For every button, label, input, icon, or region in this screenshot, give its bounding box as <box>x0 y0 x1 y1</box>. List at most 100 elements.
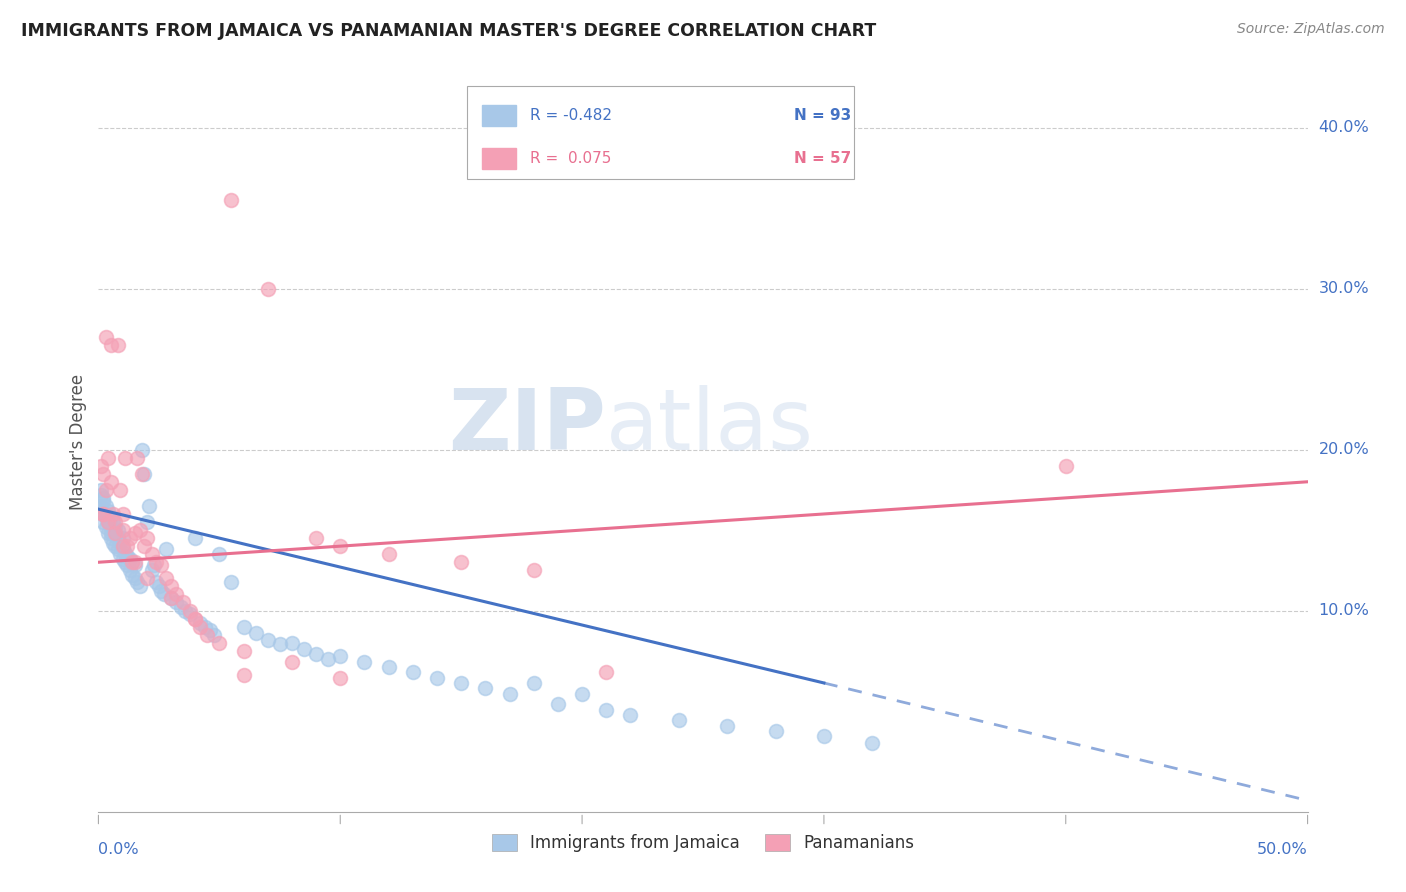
Point <box>813 729 835 743</box>
Point <box>150 584 173 599</box>
Point <box>169 600 191 615</box>
Point <box>97 515 120 529</box>
Point <box>127 574 149 589</box>
Point <box>131 442 153 457</box>
Point <box>547 697 569 711</box>
Point <box>91 507 114 521</box>
Point <box>94 520 117 534</box>
Point <box>91 504 114 518</box>
Point <box>143 558 166 573</box>
Point <box>111 539 134 553</box>
Point <box>104 528 127 542</box>
Text: N = 93: N = 93 <box>793 108 851 123</box>
Point <box>100 520 122 534</box>
Point <box>134 467 156 481</box>
Point <box>232 619 254 633</box>
Point <box>90 458 112 473</box>
Point <box>111 531 134 545</box>
FancyBboxPatch shape <box>467 87 855 178</box>
Text: N = 57: N = 57 <box>793 151 851 166</box>
Point <box>595 703 617 717</box>
Point <box>90 499 112 513</box>
Point <box>194 619 217 633</box>
Point <box>329 539 352 553</box>
Point <box>179 603 201 617</box>
Point <box>107 531 129 545</box>
Point <box>595 665 617 679</box>
Point <box>121 555 143 569</box>
Point <box>269 637 291 651</box>
Point <box>377 547 399 561</box>
Point <box>232 644 254 658</box>
Bar <box>482 148 516 169</box>
Point <box>97 515 120 529</box>
Point <box>104 526 127 541</box>
Text: IMMIGRANTS FROM JAMAICA VS PANAMANIAN MASTER'S DEGREE CORRELATION CHART: IMMIGRANTS FROM JAMAICA VS PANAMANIAN MA… <box>21 22 876 40</box>
Point <box>101 536 124 550</box>
Point <box>97 526 120 541</box>
Point <box>256 282 278 296</box>
Text: atlas: atlas <box>606 385 814 468</box>
Point <box>305 647 328 661</box>
Point <box>208 636 231 650</box>
Text: Source: ZipAtlas.com: Source: ZipAtlas.com <box>1237 22 1385 37</box>
Point <box>426 671 449 685</box>
Point <box>402 665 425 679</box>
Point <box>141 547 163 561</box>
Point <box>195 628 218 642</box>
Point <box>329 648 352 663</box>
Point <box>1054 458 1077 473</box>
Point <box>114 450 136 465</box>
Point <box>141 563 163 577</box>
Point <box>117 558 139 573</box>
Point <box>100 338 122 352</box>
Bar <box>482 105 516 126</box>
Point <box>94 330 117 344</box>
Point <box>152 587 174 601</box>
Point <box>121 568 143 582</box>
Point <box>134 539 156 553</box>
Point <box>101 515 124 529</box>
Point <box>117 549 139 563</box>
Point <box>765 724 787 739</box>
Point <box>138 499 160 513</box>
Point <box>124 571 146 585</box>
Point <box>174 603 197 617</box>
Point <box>316 652 339 666</box>
Y-axis label: Master's Degree: Master's Degree <box>69 374 87 509</box>
Point <box>450 676 472 690</box>
Point <box>117 539 139 553</box>
Text: 10.0%: 10.0% <box>1319 603 1369 618</box>
Point <box>111 552 134 566</box>
Point <box>165 595 187 609</box>
Point <box>523 563 546 577</box>
Point <box>221 193 243 207</box>
Point <box>221 574 243 589</box>
Point <box>155 571 177 585</box>
Point <box>523 676 546 690</box>
Point <box>108 547 131 561</box>
Point <box>198 623 221 637</box>
Point <box>148 579 170 593</box>
Point <box>91 507 114 521</box>
Point <box>114 555 136 569</box>
Point <box>91 515 114 529</box>
Point <box>107 542 129 557</box>
Point <box>256 632 278 647</box>
Point <box>208 547 231 561</box>
Point <box>128 579 150 593</box>
Point <box>124 555 146 569</box>
Point <box>619 708 641 723</box>
Point <box>188 619 211 633</box>
Point <box>165 587 187 601</box>
Point <box>104 539 127 553</box>
Point <box>571 687 593 701</box>
Point <box>124 526 146 541</box>
Legend: Immigrants from Jamaica, Panamanians: Immigrants from Jamaica, Panamanians <box>485 828 921 859</box>
Point <box>860 735 883 749</box>
Point <box>118 552 141 566</box>
Point <box>131 467 153 481</box>
Point <box>135 531 157 545</box>
Point <box>114 545 136 560</box>
Point <box>292 642 315 657</box>
